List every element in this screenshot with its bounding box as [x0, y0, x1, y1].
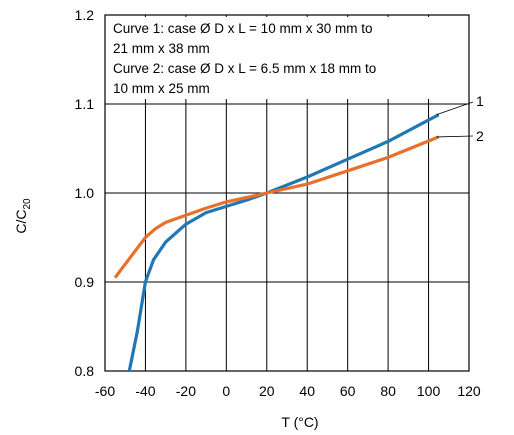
series-line-1 — [127, 113, 440, 372]
svg-text:C/C20: C/C20 — [13, 198, 33, 234]
x-tick-label: 0 — [222, 383, 230, 399]
y-tick-label: 1.1 — [75, 96, 95, 112]
x-tick-label: -40 — [135, 383, 155, 399]
series-label-leader-1 — [436, 101, 474, 116]
y-tick-labels: 0.8 0.9 1.0 1.1 1.2 — [75, 7, 95, 379]
plot-area-frame — [104, 14, 470, 372]
y-axis-title-main: C/C — [13, 210, 29, 234]
y-axis-title-subscript: 20 — [22, 198, 33, 210]
series-label-1: 1 — [476, 93, 484, 109]
y-tick-label: 0.9 — [75, 274, 95, 290]
x-tick-label: 20 — [259, 383, 275, 399]
x-tick-label: -60 — [95, 383, 115, 399]
x-tick-label: -20 — [176, 383, 196, 399]
legend-line-4: 10 mm x 25 mm — [113, 81, 210, 96]
x-tick-label: 40 — [299, 383, 315, 399]
x-tick-labels: -60 -40 -20 0 20 40 60 80 100 120 — [95, 383, 481, 399]
y-axis-title: C/C20 — [13, 198, 33, 234]
legend-line-2: 21 mm x 38 mm — [113, 41, 210, 56]
series-label-leader-2 — [436, 135, 474, 138]
y-tick-label: 1.2 — [75, 7, 95, 23]
y-tick-label: 0.8 — [75, 363, 95, 379]
x-tick-label: 80 — [380, 383, 396, 399]
x-tick-label: 60 — [340, 383, 356, 399]
series-layer: 12 — [113, 93, 484, 372]
series-line-2 — [113, 135, 440, 279]
legend-box: Curve 1: case Ø D x L = 10 mm x 30 mm to… — [107, 17, 455, 99]
legend-line-3: Curve 2: case Ø D x L = 6.5 mm x 18 mm t… — [113, 61, 376, 76]
legend-line-1: Curve 1: case Ø D x L = 10 mm x 30 mm to — [113, 21, 372, 36]
x-tick-label: 120 — [457, 383, 481, 399]
x-axis-title: T (°C) — [281, 414, 318, 430]
series-label-2: 2 — [476, 128, 484, 144]
y-tick-label: 1.0 — [75, 185, 95, 201]
x-tick-label: 100 — [417, 383, 441, 399]
